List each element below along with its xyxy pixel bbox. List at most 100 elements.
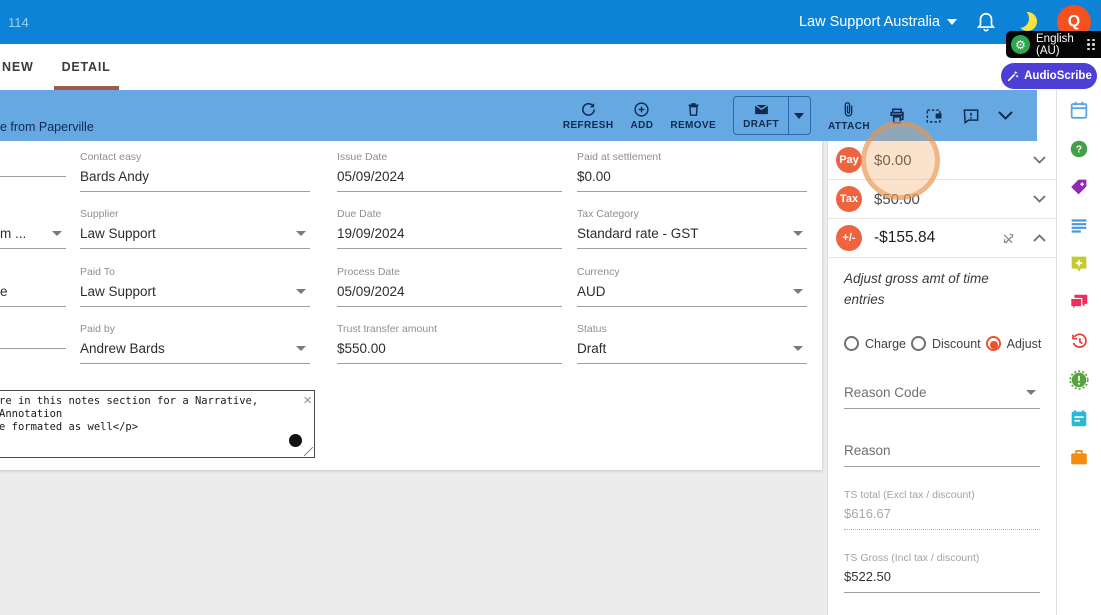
field-supplier[interactable]: Supplier Law Support bbox=[80, 208, 310, 249]
field-tax-category[interactable]: Tax Category Standard rate - GST bbox=[577, 208, 807, 249]
field-contact-easy[interactable]: Contact easy Bards Andy bbox=[80, 151, 310, 192]
field-issue-date[interactable]: Issue Date 05/09/2024 bbox=[337, 151, 562, 192]
chevron-down-icon bbox=[1026, 390, 1036, 395]
cut-field-4[interactable] bbox=[0, 323, 66, 349]
audioscribe-label: AudioScribe bbox=[1024, 70, 1092, 82]
marquee-select-button[interactable] bbox=[924, 106, 944, 126]
sparkle-pin-icon bbox=[1068, 253, 1090, 275]
adjust-heading: Adjust gross amt of time entries bbox=[844, 268, 1014, 310]
event-note-icon bbox=[1068, 407, 1090, 429]
draft-dropdown-button[interactable] bbox=[788, 97, 810, 134]
notes-textarea[interactable]: re in this notes section for a Narrative… bbox=[0, 390, 315, 458]
adjustment-row[interactable]: +/- -$155.84 bbox=[828, 219, 1056, 258]
add-button[interactable]: ADD bbox=[630, 101, 653, 131]
language-bar[interactable]: ⚙ English (AU) bbox=[1006, 31, 1101, 58]
field-paid-at-settlement[interactable]: Paid at settlement $0.00 bbox=[577, 151, 807, 192]
top-app-bar: 114 Law Support Australia Q bbox=[0, 0, 1101, 44]
field-trust-transfer-amount[interactable]: Trust transfer amount $550.00 bbox=[337, 323, 562, 364]
document-title-fragment: e from Paperville bbox=[0, 120, 94, 134]
right-icon-rail: ? bbox=[1056, 90, 1101, 615]
text-lines-icon bbox=[1068, 215, 1090, 237]
toolbar: e from Paperville REFRESH ADD REMOVE DRA… bbox=[0, 90, 1037, 141]
app-window: 114 Law Support Australia Q ⚙ English (A… bbox=[0, 0, 1101, 615]
print-icon bbox=[887, 106, 907, 126]
toolbar-expand-button[interactable] bbox=[998, 111, 1013, 120]
event-note-button[interactable] bbox=[1063, 402, 1095, 434]
pay-row[interactable]: Pay $0.00 bbox=[828, 141, 1056, 180]
caret-down-icon bbox=[794, 113, 804, 119]
notifications-button[interactable] bbox=[975, 11, 997, 33]
close-icon[interactable]: × bbox=[303, 393, 312, 408]
reason-code-select[interactable]: Reason Code bbox=[844, 385, 1040, 409]
envelope-icon bbox=[753, 100, 770, 117]
alert-badge-button[interactable] bbox=[1063, 364, 1095, 396]
drag-handle-dots-icon[interactable] bbox=[1087, 39, 1095, 51]
sparkle-pin-button[interactable] bbox=[1063, 248, 1095, 280]
org-name: Law Support Australia bbox=[799, 14, 940, 30]
text-lines-button[interactable] bbox=[1063, 210, 1095, 242]
field-paid-to[interactable]: Paid To Law Support bbox=[80, 266, 310, 307]
cut-field-1[interactable] bbox=[0, 151, 66, 177]
chevron-down-icon bbox=[998, 111, 1013, 120]
chevron-down-icon bbox=[52, 231, 62, 236]
draft-button[interactable]: DRAFT bbox=[734, 97, 788, 134]
chevron-down-icon bbox=[296, 289, 306, 294]
tax-value: $50.00 bbox=[874, 191, 1033, 208]
briefcase-icon bbox=[1068, 446, 1090, 468]
chevron-down-icon bbox=[793, 346, 803, 351]
refresh-icon bbox=[580, 101, 597, 118]
calendar-icon bbox=[1068, 99, 1090, 121]
field-paid-by[interactable]: Paid by Andrew Bards bbox=[80, 323, 310, 364]
ts-gross-field[interactable]: TS Gross (Incl tax / discount) $522.50 bbox=[844, 552, 1040, 593]
chevron-down-icon bbox=[1033, 195, 1046, 203]
radio-adjust[interactable]: Adjust bbox=[986, 336, 1042, 351]
chevron-up-icon bbox=[1033, 234, 1046, 242]
help-button[interactable]: ? bbox=[1063, 133, 1095, 165]
bell-icon bbox=[975, 11, 997, 33]
tax-row[interactable]: Tax $50.00 bbox=[828, 180, 1056, 219]
refresh-button[interactable]: REFRESH bbox=[563, 101, 614, 131]
language-label: English (AU) bbox=[1036, 33, 1087, 57]
reason-input[interactable]: Reason bbox=[844, 443, 1040, 467]
radio-icon bbox=[844, 336, 859, 351]
cut-field-2[interactable]: m ... bbox=[0, 208, 66, 249]
chat-button[interactable] bbox=[1063, 287, 1095, 319]
tab-new[interactable]: NEW bbox=[0, 44, 48, 90]
audioscribe-button[interactable]: AudioScribe bbox=[1001, 63, 1097, 89]
tab-detail[interactable]: DETAIL bbox=[48, 44, 125, 90]
attach-button[interactable]: ATTACH bbox=[828, 100, 870, 132]
alert-badge-icon bbox=[1068, 369, 1090, 391]
cursor-dot bbox=[289, 434, 302, 447]
feedback-icon bbox=[961, 106, 981, 126]
field-status[interactable]: Status Draft bbox=[577, 323, 807, 364]
svg-text:?: ? bbox=[1076, 143, 1082, 155]
tag-add-button[interactable] bbox=[1063, 171, 1095, 203]
adjustment-badge: +/- bbox=[836, 225, 862, 251]
radio-selected-icon bbox=[986, 336, 1001, 351]
org-switcher[interactable]: Law Support Australia bbox=[799, 14, 957, 30]
print-button[interactable] bbox=[887, 106, 907, 126]
radio-discount[interactable]: Discount bbox=[911, 336, 981, 351]
history-icon bbox=[1068, 330, 1090, 352]
field-currency[interactable]: Currency AUD bbox=[577, 266, 807, 307]
history-button[interactable] bbox=[1063, 325, 1095, 357]
field-due-date[interactable]: Due Date 19/09/2024 bbox=[337, 208, 562, 249]
pay-badge: Pay bbox=[836, 147, 862, 173]
caret-down-icon bbox=[947, 19, 957, 25]
summary-panel: Pay $0.00 Tax $50.00 +/- -$155.84 Adjust bbox=[827, 141, 1056, 615]
help-icon: ? bbox=[1068, 138, 1090, 160]
resize-handle[interactable] bbox=[304, 447, 313, 456]
remove-button[interactable]: REMOVE bbox=[670, 101, 716, 131]
trash-icon bbox=[685, 101, 702, 118]
record-number: 114 bbox=[8, 15, 29, 30]
add-icon bbox=[633, 101, 650, 118]
calendar-button[interactable] bbox=[1063, 94, 1095, 126]
field-process-date[interactable]: Process Date 05/09/2024 bbox=[337, 266, 562, 307]
unlink-icon[interactable] bbox=[1000, 230, 1017, 247]
radio-charge[interactable]: Charge bbox=[844, 336, 906, 351]
cut-field-3[interactable]: e bbox=[0, 266, 66, 307]
feedback-button[interactable] bbox=[961, 106, 981, 126]
chat-icon bbox=[1068, 292, 1090, 314]
briefcase-button[interactable] bbox=[1063, 441, 1095, 473]
chevron-down-icon bbox=[793, 289, 803, 294]
